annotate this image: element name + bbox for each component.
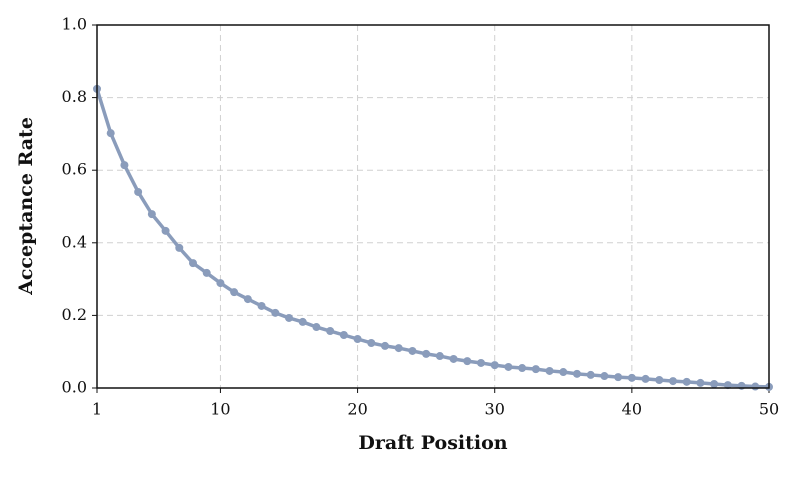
line xyxy=(95,88,770,389)
point xyxy=(367,338,376,347)
point xyxy=(326,327,335,336)
point xyxy=(381,341,389,350)
point xyxy=(723,381,732,390)
y-tick-label: 1.0 xyxy=(62,15,87,34)
point xyxy=(696,378,705,387)
point xyxy=(463,357,472,366)
point xyxy=(189,259,197,268)
point xyxy=(518,364,527,373)
x-tick-label: 50 xyxy=(759,400,779,419)
point xyxy=(573,369,581,378)
point xyxy=(531,365,540,374)
y-tick-label: 0.4 xyxy=(62,232,87,251)
point xyxy=(285,313,293,322)
x-tick-label: 40 xyxy=(622,400,642,419)
point xyxy=(600,372,609,381)
point xyxy=(161,226,170,235)
point xyxy=(751,382,760,391)
point xyxy=(490,361,499,370)
point xyxy=(559,368,568,377)
y-axis-label: Acceptance Rate xyxy=(15,117,37,296)
point xyxy=(147,210,156,219)
point xyxy=(339,331,348,340)
point xyxy=(230,288,239,297)
x-axis-label: Draft Position xyxy=(358,432,507,454)
point xyxy=(120,161,129,170)
point xyxy=(312,323,321,332)
point xyxy=(614,373,623,382)
point xyxy=(394,344,403,353)
point xyxy=(243,295,252,304)
point xyxy=(545,366,554,375)
point xyxy=(257,301,266,310)
point xyxy=(710,380,719,389)
y-tick-label: 0.2 xyxy=(62,305,87,324)
point xyxy=(641,374,650,383)
point xyxy=(655,376,664,385)
point xyxy=(202,268,211,277)
x-tick-label: 20 xyxy=(347,400,367,419)
x-tick-label: 30 xyxy=(485,400,505,419)
point xyxy=(298,317,307,326)
x-tick-label: 10 xyxy=(210,400,230,419)
y-tick-label: 0.6 xyxy=(62,160,87,179)
point xyxy=(422,349,431,358)
point xyxy=(477,358,485,367)
point xyxy=(271,308,280,317)
point xyxy=(504,362,513,371)
point xyxy=(627,373,636,382)
plot-frame xyxy=(96,24,770,389)
point xyxy=(353,334,362,343)
point xyxy=(408,346,417,355)
point xyxy=(134,187,143,196)
point xyxy=(175,243,184,252)
point xyxy=(586,370,595,379)
x-tick-label: 1 xyxy=(92,400,102,419)
point xyxy=(106,129,115,138)
y-tick-label: 0.8 xyxy=(62,87,87,106)
y-tick-label: 0.0 xyxy=(62,378,87,397)
point xyxy=(216,279,225,288)
point xyxy=(449,354,458,363)
point xyxy=(669,377,677,386)
point xyxy=(435,352,444,361)
point xyxy=(682,377,691,386)
